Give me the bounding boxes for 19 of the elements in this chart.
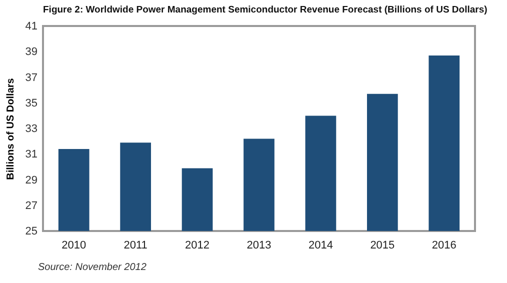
y-tick-label: 37 [25, 72, 38, 84]
y-tick-label: 31 [25, 148, 38, 161]
chart-title: Figure 2: Worldwide Power Management Semiconductor Revenue Forecast (Billions of US Dollars) [43, 4, 488, 16]
y-tick-label: 41 [25, 20, 38, 32]
x-tick-label: 2015 [370, 240, 395, 252]
x-tick-label: 2014 [308, 240, 333, 252]
x-tick-label: 2016 [432, 240, 456, 252]
y-tick-label: 33 [25, 123, 38, 135]
y-tick-label: 29 [25, 174, 38, 186]
x-tick-label: 2013 [246, 240, 272, 252]
x-tick-label: 2012 [185, 240, 210, 252]
x-tick-label: 2011 [124, 240, 148, 252]
y-tick-label: 39 [25, 46, 38, 58]
y-tick-label: 27 [25, 200, 38, 212]
y-tick-label: 25 [25, 226, 38, 238]
y-tick-label: 35 [25, 97, 38, 110]
y-axis-title: Billions of US Dollars [5, 78, 16, 180]
x-tick-label: 2010 [62, 240, 86, 252]
source-note: Source: November 2012 [38, 262, 147, 273]
